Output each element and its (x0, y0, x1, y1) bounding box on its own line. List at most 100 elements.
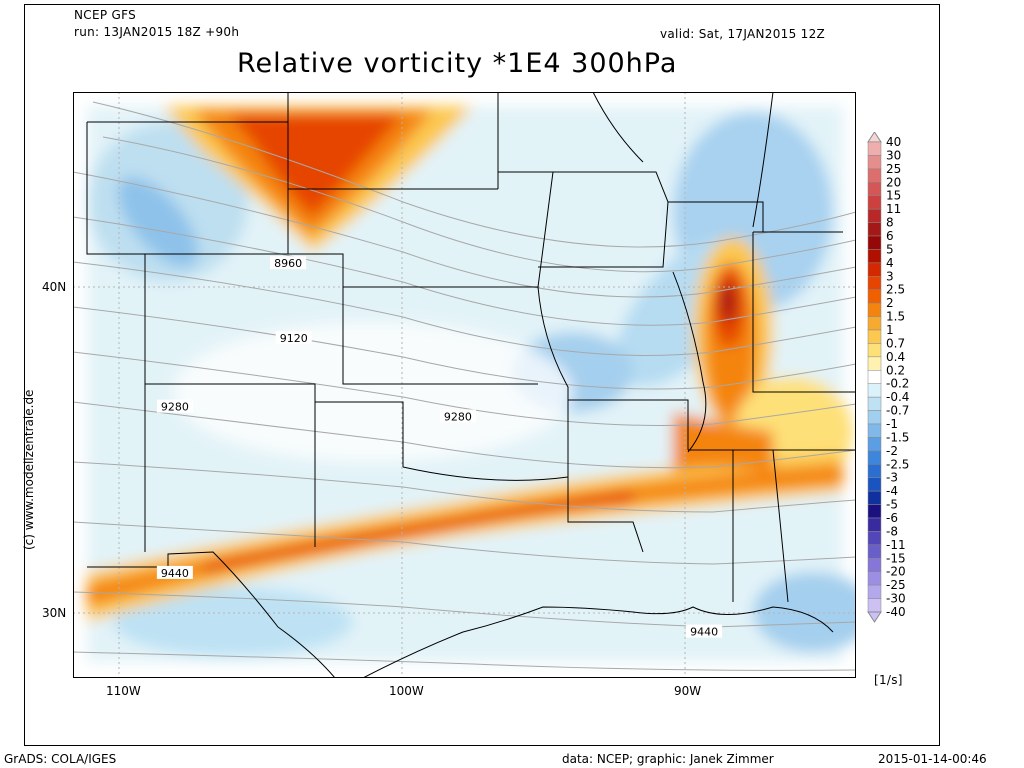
lon-label-110w: 110W (106, 684, 141, 698)
footer-right: 2015-01-14-00:46 (878, 752, 987, 766)
legend-swatch-24 (867, 464, 882, 478)
legend-swatch-32 (867, 571, 882, 586)
legend-swatch-22 (867, 437, 882, 452)
legend-label-4: 15 (886, 189, 901, 203)
contour-labels: 8960 9120 9280 9280 9440 9440 (156, 256, 723, 639)
legend-swatch-6 (867, 222, 882, 237)
contour-label-bg (156, 565, 193, 579)
legend-cap-top (867, 132, 882, 143)
legend-label-16: 0.4 (886, 350, 905, 364)
legend-label-32: -20 (886, 565, 906, 579)
credit-text: (c) www.modellzentrale.de (22, 389, 36, 550)
legend-swatch-14 (867, 329, 882, 344)
run-label: run: 13JAN2015 18Z +90h (74, 25, 240, 39)
legend-cap-bottom (867, 611, 882, 623)
legend-swatch-8 (867, 249, 882, 264)
legend-label-9: 4 (886, 256, 894, 270)
contour-label-1: 9120 (280, 332, 308, 345)
legend-swatch-30 (867, 544, 882, 559)
legend-swatch-33 (867, 584, 882, 599)
legend-swatch-26 (867, 490, 882, 505)
lon-label-100w: 100W (389, 684, 424, 698)
contour-label-bg (686, 624, 723, 638)
contour-label-2: 9280 (161, 401, 189, 414)
legend-label-34: -30 (886, 592, 906, 606)
units-label: [1/s] (874, 673, 903, 687)
legend-swatch-2 (867, 168, 882, 183)
legend-swatch-0 (867, 141, 882, 156)
legend-swatch-9 (867, 262, 882, 277)
legend-swatch-31 (867, 558, 882, 572)
legend-label-23: -2 (886, 444, 898, 458)
legend-swatch-29 (867, 531, 882, 546)
legend-swatch-12 (867, 302, 882, 317)
legend-swatch-16 (867, 356, 882, 371)
legend-label-28: -6 (886, 511, 898, 525)
legend-label-12: 2 (886, 296, 894, 310)
model-label: NCEP GFS (74, 8, 136, 22)
legend-swatch-19 (867, 396, 882, 411)
map-title: Relative vorticity *1E4 300hPa (237, 48, 678, 79)
footer-left: GrADS: COLA/IGES (4, 752, 117, 766)
legend-label-21: -1 (886, 417, 898, 431)
contour-label-5: 9440 (690, 626, 718, 639)
legend-label-11: 2.5 (886, 283, 905, 297)
legend-label-5: 11 (886, 202, 901, 216)
geopotential-contours (73, 101, 856, 671)
legend-swatch-10 (867, 276, 882, 290)
contour-label-4: 9440 (161, 567, 189, 580)
legend-swatch-1 (867, 155, 882, 170)
color-legend: 403025201511865432.521.510.70.40.2-0.2-0… (867, 132, 909, 623)
legend-label-15: 0.7 (886, 336, 905, 350)
legend-swatch-15 (867, 343, 882, 358)
contour-label-3: 9280 (444, 410, 472, 423)
figure-frame (24, 4, 940, 746)
state-borders (86, 92, 856, 678)
legend-label-17: 0.2 (886, 363, 905, 377)
legend-label-26: -4 (886, 484, 898, 498)
legend-swatch-27 (867, 504, 882, 519)
legend-label-35: -40 (886, 605, 906, 619)
vorticity-shading (87, 106, 856, 662)
legend-label-33: -25 (886, 578, 906, 592)
legend-label-13: 1.5 (886, 310, 905, 324)
contour-label-bg (156, 399, 193, 413)
legend-label-31: -15 (886, 551, 906, 565)
lon-label-90w: 90W (674, 684, 702, 698)
legend-label-20: -0.7 (886, 404, 909, 418)
legend-label-6: 8 (886, 216, 894, 230)
legend-label-19: -0.4 (886, 390, 909, 404)
legend-label-27: -5 (886, 498, 898, 512)
legend-label-7: 6 (886, 229, 894, 243)
legend-label-2: 25 (886, 162, 901, 176)
legend-label-1: 30 (886, 148, 901, 162)
legend-label-24: -2.5 (886, 457, 909, 471)
legend-label-22: -1.5 (886, 430, 909, 444)
legend-swatch-18 (867, 383, 882, 398)
contour-label-0: 8960 (274, 257, 302, 270)
legend-label-8: 5 (886, 242, 894, 256)
legend-swatch-11 (867, 289, 882, 304)
contour-label-bg (439, 409, 476, 423)
legend-swatch-21 (867, 423, 882, 438)
legend-swatch-13 (867, 316, 882, 331)
legend-swatch-7 (867, 235, 882, 250)
legend-swatch-28 (867, 517, 882, 532)
legend-swatch-5 (867, 208, 882, 223)
legend-swatch-23 (867, 450, 882, 465)
legend-swatch-34 (867, 598, 882, 613)
legend-label-0: 40 (886, 135, 901, 149)
legend-swatch-3 (867, 182, 882, 196)
footer-center: data: NCEP; graphic: Janek Zimmer (562, 752, 774, 766)
legend-swatch-20 (867, 410, 882, 425)
legend-swatch-17 (867, 370, 882, 384)
valid-label: valid: Sat, 17JAN2015 12Z (660, 27, 826, 41)
legend-label-30: -11 (886, 538, 906, 552)
legend-label-29: -8 (886, 524, 898, 538)
legend-label-3: 20 (886, 175, 901, 189)
legend-swatch-25 (867, 477, 882, 492)
contour-label-bg (275, 331, 312, 345)
vorticity-map: 8960 9120 9280 9280 9440 9440 (73, 92, 856, 678)
legend-swatch-4 (867, 195, 882, 210)
legend-label-14: 1 (886, 323, 894, 337)
